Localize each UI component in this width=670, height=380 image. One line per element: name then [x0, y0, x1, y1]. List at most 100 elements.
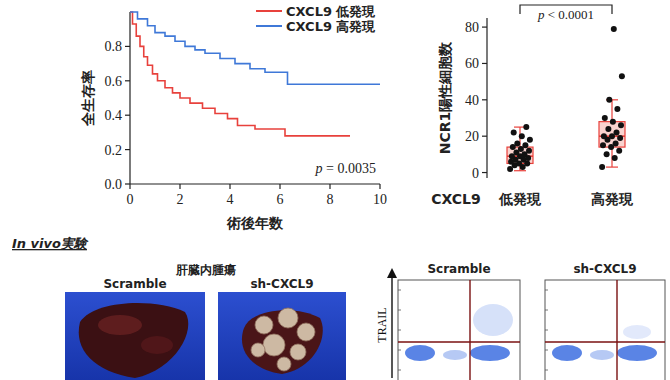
x-tick [329, 184, 330, 189]
photo-background [65, 292, 205, 380]
data-point [614, 106, 620, 112]
photo-label: Scramble [103, 277, 166, 291]
tumor-nodule [255, 316, 273, 334]
y-tick [482, 63, 487, 64]
in-vivo: In vivo実験肝臓内腫瘍Scramblesh-CXCL9TRAILScram… [12, 236, 665, 380]
y-tick [482, 99, 487, 100]
data-point [606, 97, 612, 103]
y-axis [486, 18, 487, 178]
x-tick-label: 6 [277, 192, 284, 207]
flow-tick [398, 350, 401, 351]
x-tick-label: 4 [227, 192, 234, 207]
flow-tick [545, 370, 548, 371]
cell-cluster [470, 345, 510, 361]
quadrant-line [616, 280, 617, 380]
p-value: p < 0.0001 [537, 7, 594, 22]
y-tick-label: 60 [465, 56, 479, 71]
flow-tick [545, 290, 548, 291]
y-tick [482, 172, 487, 173]
x-axis [130, 183, 380, 184]
box-chart: 020406080NCR1陽性細胞数CXCL9低発現高発現p < 0.0001 [431, 5, 634, 207]
y-tick-label: 80 [465, 20, 479, 35]
cell-cluster [590, 350, 614, 360]
cell-cluster [617, 345, 657, 361]
data-point [613, 140, 619, 146]
x-axis-label: CXCL9 [431, 191, 481, 207]
y-tick [482, 136, 487, 137]
flow-axis-label: TRAIL [375, 307, 389, 342]
flow-panel-label: Scramble [427, 262, 490, 276]
flow-tick [545, 310, 548, 311]
tumor-nodule [290, 344, 306, 360]
figure: 0.00.20.40.60.80246810術後年数全生存率CXCL9 低発現C… [0, 0, 670, 380]
y-tick-label: 0.6 [105, 74, 123, 89]
category-label: 低発現 [498, 191, 542, 207]
cell-cluster [473, 304, 513, 336]
whisker [611, 100, 612, 122]
data-point [612, 155, 618, 161]
km-chart: 0.00.20.40.60.80246810術後年数全生存率CXCL9 低発現C… [80, 4, 387, 231]
y-tick-label: 0.2 [105, 143, 123, 158]
data-point [614, 130, 620, 136]
data-point [618, 122, 624, 128]
data-point [605, 126, 611, 132]
x-tick [179, 184, 180, 189]
flow-tick [545, 330, 548, 331]
data-point [527, 137, 533, 143]
data-point [610, 119, 616, 125]
data-point [617, 135, 623, 141]
y-tick [125, 149, 130, 150]
x-tick-label: 0 [127, 192, 134, 207]
x-tick-label: 10 [373, 192, 387, 207]
data-point [526, 148, 532, 154]
photo-group-label: 肝臓内腫瘍 [175, 263, 236, 277]
y-tick [125, 80, 130, 81]
data-point [616, 148, 622, 154]
y-tick [125, 115, 130, 116]
legend-label: CXCL9 低発現 [286, 4, 376, 19]
data-point [602, 115, 608, 121]
y-tick-label: 0.8 [105, 39, 123, 54]
y-tick-label: 40 [465, 93, 479, 108]
liver [79, 303, 189, 378]
x-tick [229, 184, 230, 189]
quadrant-line [469, 280, 470, 380]
quadrant-line [398, 341, 520, 342]
legend-label: CXCL9 高発現 [286, 19, 376, 34]
flow-frame [545, 280, 665, 380]
page: {"chart_data": [ {"type": "line", "xlabe… [0, 0, 670, 380]
data-point [619, 73, 625, 79]
km-plot [130, 12, 380, 136]
x-tick [129, 184, 130, 189]
flow-frame [398, 280, 520, 380]
flow-tick [398, 310, 401, 311]
flow-tick [398, 330, 401, 331]
data-point [604, 151, 610, 157]
data-point [523, 124, 529, 130]
whisker-cap [606, 166, 618, 167]
photo-label: sh-CXCL9 [250, 277, 313, 291]
photo-background [218, 292, 346, 380]
whisker-cap [514, 170, 526, 171]
data-point [514, 140, 520, 146]
x-tick-label: 2 [177, 192, 184, 207]
flow-tick [398, 370, 401, 371]
cell-cluster [405, 345, 435, 361]
data-point [599, 164, 605, 170]
flow-tick [398, 290, 401, 291]
liver-highlight [98, 315, 142, 335]
tumor-nodule [263, 334, 285, 356]
y-tick-label: 0.4 [105, 108, 123, 123]
tumor-nodule [278, 308, 298, 328]
y-tick-label: 20 [465, 129, 479, 144]
y-axis-label: NCR1陽性細胞数 [437, 41, 453, 155]
data-point [511, 130, 517, 136]
y-tick [482, 26, 487, 27]
legend-swatch [256, 25, 282, 27]
liver-highlight [141, 336, 173, 354]
cell-cluster [552, 345, 582, 361]
survival-curve [130, 12, 380, 84]
y-axis [129, 12, 130, 184]
flow-tick [545, 350, 548, 351]
y-tick [125, 183, 130, 184]
